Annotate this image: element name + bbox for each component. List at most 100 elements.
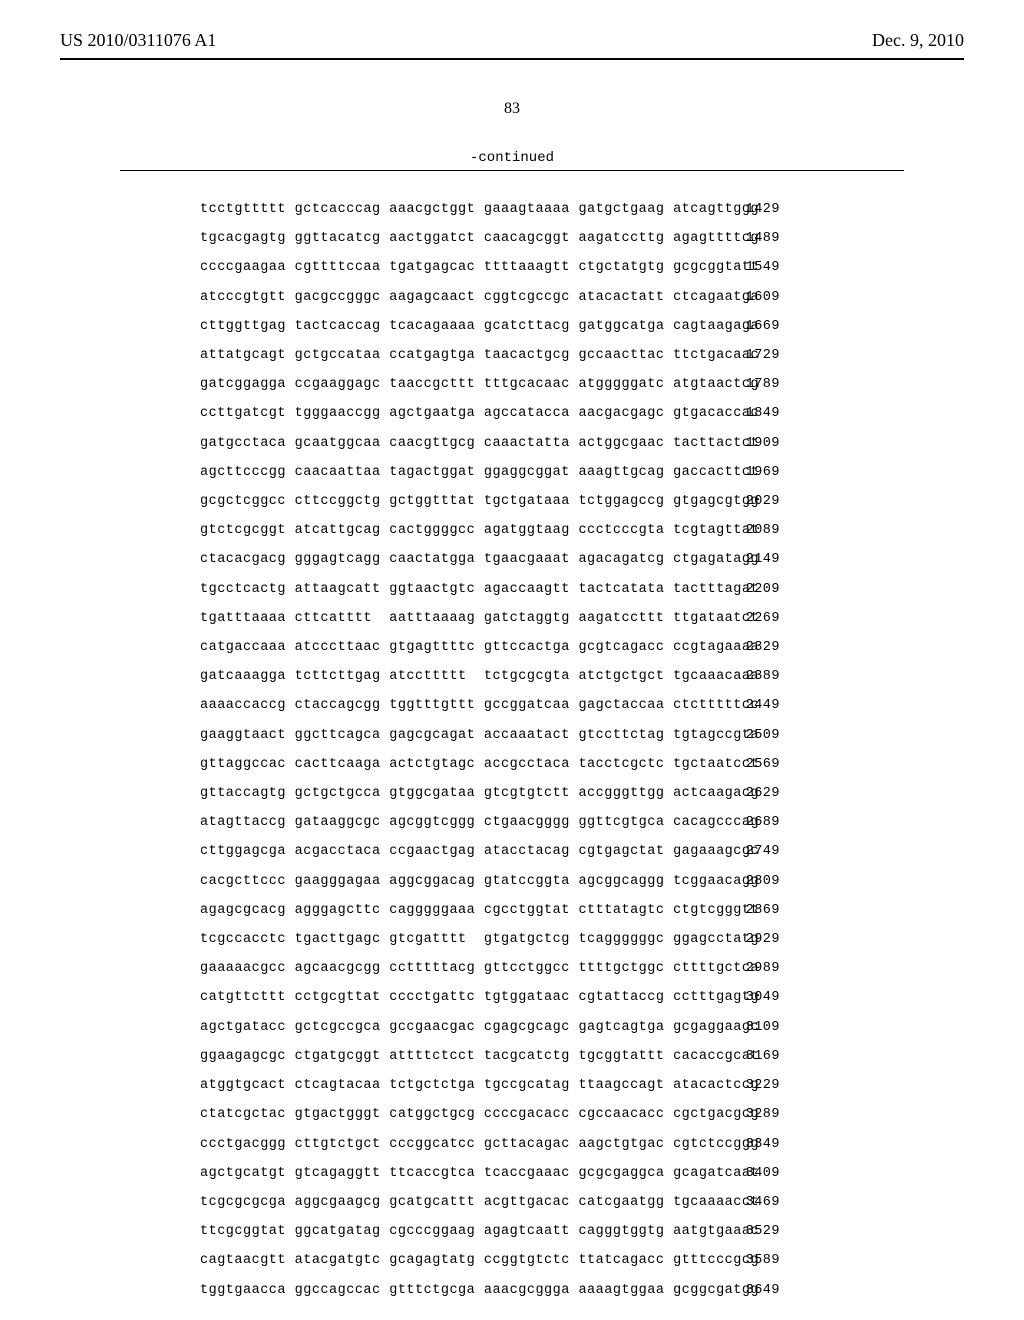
sequence-groups: ctacacgacg gggagtcagg caactatgga tgaacga… <box>200 545 720 574</box>
sequence-position: 1489 <box>720 224 780 253</box>
sequence-position: 2689 <box>720 808 780 837</box>
sequence-row: ccccgaagaa cgttttccaa tgatgagcac ttttaaa… <box>200 253 780 282</box>
sequence-groups: atagttaccg gataaggcgc agcggtcggg ctgaacg… <box>200 808 720 837</box>
sequence-row: ttcgcggtat ggcatgatag cgcccggaag agagtca… <box>200 1217 780 1246</box>
sequence-row: agcttcccgg caacaattaa tagactggat ggaggcg… <box>200 458 780 487</box>
sequence-groups: gatcaaagga tcttcttgag atccttttt tctgcgcg… <box>200 662 720 691</box>
sequence-groups: tgcctcactg attaagcatt ggtaactgtc agaccaa… <box>200 575 720 604</box>
sequence-row: agctgcatgt gtcagaggtt ttcaccgtca tcaccga… <box>200 1159 780 1188</box>
sequence-groups: cagtaacgtt atacgatgtc gcagagtatg ccggtgt… <box>200 1246 720 1275</box>
sequence-position: 2509 <box>720 721 780 750</box>
sequence-groups: cttggttgag tactcaccag tcacagaaaa gcatctt… <box>200 312 720 341</box>
sequence-row: tgatttaaaa cttcatttt aatttaaaag gatctagg… <box>200 604 780 633</box>
sequence-position: 3529 <box>720 1217 780 1246</box>
sequence-groups: gatgcctaca gcaatggcaa caacgttgcg caaacta… <box>200 429 720 458</box>
sequence-groups: tggtgaacca ggccagccac gtttctgcga aaacgcg… <box>200 1276 720 1305</box>
sequence-position: 3349 <box>720 1130 780 1159</box>
sequence-groups: tgcacgagtg ggttacatcg aactggatct caacagc… <box>200 224 720 253</box>
sequence-position: 1849 <box>720 399 780 428</box>
sequence-row: ggaagagcgc ctgatgcggt attttctcct tacgcat… <box>200 1042 780 1071</box>
sequence-groups: cttggagcga acgacctaca ccgaactgag ataccta… <box>200 837 720 866</box>
sequence-position: 3169 <box>720 1042 780 1071</box>
sequence-position: 1909 <box>720 429 780 458</box>
sequence-groups: catgttcttt cctgcgttat cccctgattc tgtggat… <box>200 983 720 1012</box>
sequence-position: 2749 <box>720 837 780 866</box>
sequence-groups: ccctgacggg cttgtctgct cccggcatcc gcttaca… <box>200 1130 720 1159</box>
sequence-row: gatgcctaca gcaatggcaa caacgttgcg caaacta… <box>200 429 780 458</box>
sequence-position: 2149 <box>720 545 780 574</box>
sequence-row: gatcaaagga tcttcttgag atccttttt tctgcgcg… <box>200 662 780 691</box>
sequence-groups: agcttcccgg caacaattaa tagactggat ggaggcg… <box>200 458 720 487</box>
sequence-position: 2929 <box>720 925 780 954</box>
sequence-position: 3049 <box>720 983 780 1012</box>
sequence-groups: attatgcagt gctgccataa ccatgagtga taacact… <box>200 341 720 370</box>
sequence-position: 1609 <box>720 283 780 312</box>
sequence-groups: agctgatacc gctcgccgca gccgaacgac cgagcgc… <box>200 1013 720 1042</box>
sequence-groups: ccttgatcgt tgggaaccgg agctgaatga agccata… <box>200 399 720 428</box>
sequence-position: 1669 <box>720 312 780 341</box>
sequence-position: 3589 <box>720 1246 780 1275</box>
sequence-position: 2989 <box>720 954 780 983</box>
page-number: 83 <box>0 100 1024 118</box>
sequence-position: 2089 <box>720 516 780 545</box>
sequence-position: 1429 <box>720 195 780 224</box>
table-rule <box>120 170 904 171</box>
publication-number: US 2010/0311076 A1 <box>60 30 216 51</box>
continued-label: -continued <box>0 150 1024 166</box>
sequence-groups: atggtgcact ctcagtacaa tctgctctga tgccgca… <box>200 1071 720 1100</box>
sequence-groups: tcctgttttt gctcacccag aaacgctggt gaaagta… <box>200 195 720 224</box>
sequence-position: 3229 <box>720 1071 780 1100</box>
sequence-position: 1729 <box>720 341 780 370</box>
sequence-position: 2029 <box>720 487 780 516</box>
sequence-groups: gaaaaacgcc agcaacgcgg cctttttacg gttcctg… <box>200 954 720 983</box>
sequence-groups: catgaccaaa atcccttaac gtgagttttc gttccac… <box>200 633 720 662</box>
sequence-row: attatgcagt gctgccataa ccatgagtga taacact… <box>200 341 780 370</box>
sequence-row: cacgcttccc gaagggagaa aggcggacag gtatccg… <box>200 867 780 896</box>
sequence-position: 3289 <box>720 1100 780 1129</box>
sequence-row: gcgctcggcc cttccggctg gctggtttat tgctgat… <box>200 487 780 516</box>
sequence-position: 1789 <box>720 370 780 399</box>
sequence-groups: tcgccacctc tgacttgagc gtcgatttt gtgatgct… <box>200 925 720 954</box>
sequence-groups: ctatcgctac gtgactgggt catggctgcg ccccgac… <box>200 1100 720 1129</box>
sequence-row: gatcggagga ccgaaggagc taaccgcttt tttgcac… <box>200 370 780 399</box>
sequence-row: ctacacgacg gggagtcagg caactatgga tgaacga… <box>200 545 780 574</box>
sequence-row: tcgccacctc tgacttgagc gtcgatttt gtgatgct… <box>200 925 780 954</box>
header-rule <box>60 58 964 60</box>
sequence-groups: gaaggtaact ggcttcagca gagcgcagat accaaat… <box>200 721 720 750</box>
sequence-row: cttggttgag tactcaccag tcacagaaaa gcatctt… <box>200 312 780 341</box>
sequence-groups: agagcgcacg agggagcttc cagggggaaa cgcctgg… <box>200 896 720 925</box>
sequence-position: 2269 <box>720 604 780 633</box>
sequence-position: 2629 <box>720 779 780 808</box>
sequence-groups: ccccgaagaa cgttttccaa tgatgagcac ttttaaa… <box>200 253 720 282</box>
sequence-row: tcgcgcgcga aggcgaagcg gcatgcattt acgttga… <box>200 1188 780 1217</box>
sequence-row: atggtgcact ctcagtacaa tctgctctga tgccgca… <box>200 1071 780 1100</box>
sequence-groups: gcgctcggcc cttccggctg gctggtttat tgctgat… <box>200 487 720 516</box>
sequence-row: gtctcgcggt atcattgcag cactggggcc agatggt… <box>200 516 780 545</box>
publication-date: Dec. 9, 2010 <box>872 30 964 51</box>
sequence-groups: cacgcttccc gaagggagaa aggcggacag gtatccg… <box>200 867 720 896</box>
sequence-groups: aaaaccaccg ctaccagcgg tggtttgttt gccggat… <box>200 691 720 720</box>
sequence-row: agctgatacc gctcgccgca gccgaacgac cgagcgc… <box>200 1013 780 1042</box>
sequence-row: ctatcgctac gtgactgggt catggctgcg ccccgac… <box>200 1100 780 1129</box>
sequence-row: atagttaccg gataaggcgc agcggtcggg ctgaacg… <box>200 808 780 837</box>
sequence-row: tcctgttttt gctcacccag aaacgctggt gaaagta… <box>200 195 780 224</box>
sequence-groups: gatcggagga ccgaaggagc taaccgcttt tttgcac… <box>200 370 720 399</box>
sequence-row: catgaccaaa atcccttaac gtgagttttc gttccac… <box>200 633 780 662</box>
sequence-position: 2809 <box>720 867 780 896</box>
sequence-row: tgcacgagtg ggttacatcg aactggatct caacagc… <box>200 224 780 253</box>
sequence-row: ccttgatcgt tgggaaccgg agctgaatga agccata… <box>200 399 780 428</box>
sequence-row: cagtaacgtt atacgatgtc gcagagtatg ccggtgt… <box>200 1246 780 1275</box>
sequence-groups: gtctcgcggt atcattgcag cactggggcc agatggt… <box>200 516 720 545</box>
sequence-row: gaaggtaact ggcttcagca gagcgcagat accaaat… <box>200 721 780 750</box>
sequence-position: 2869 <box>720 896 780 925</box>
sequence-row: agagcgcacg agggagcttc cagggggaaa cgcctgg… <box>200 896 780 925</box>
sequence-position: 2209 <box>720 575 780 604</box>
sequence-row: aaaaccaccg ctaccagcgg tggtttgttt gccggat… <box>200 691 780 720</box>
sequence-position: 3649 <box>720 1276 780 1305</box>
sequence-position: 3109 <box>720 1013 780 1042</box>
sequence-position: 1549 <box>720 253 780 282</box>
sequence-position: 2329 <box>720 633 780 662</box>
sequence-position: 2449 <box>720 691 780 720</box>
sequence-groups: atcccgtgtt gacgccgggc aagagcaact cggtcgc… <box>200 283 720 312</box>
sequence-row: gttaccagtg gctgctgcca gtggcgataa gtcgtgt… <box>200 779 780 808</box>
